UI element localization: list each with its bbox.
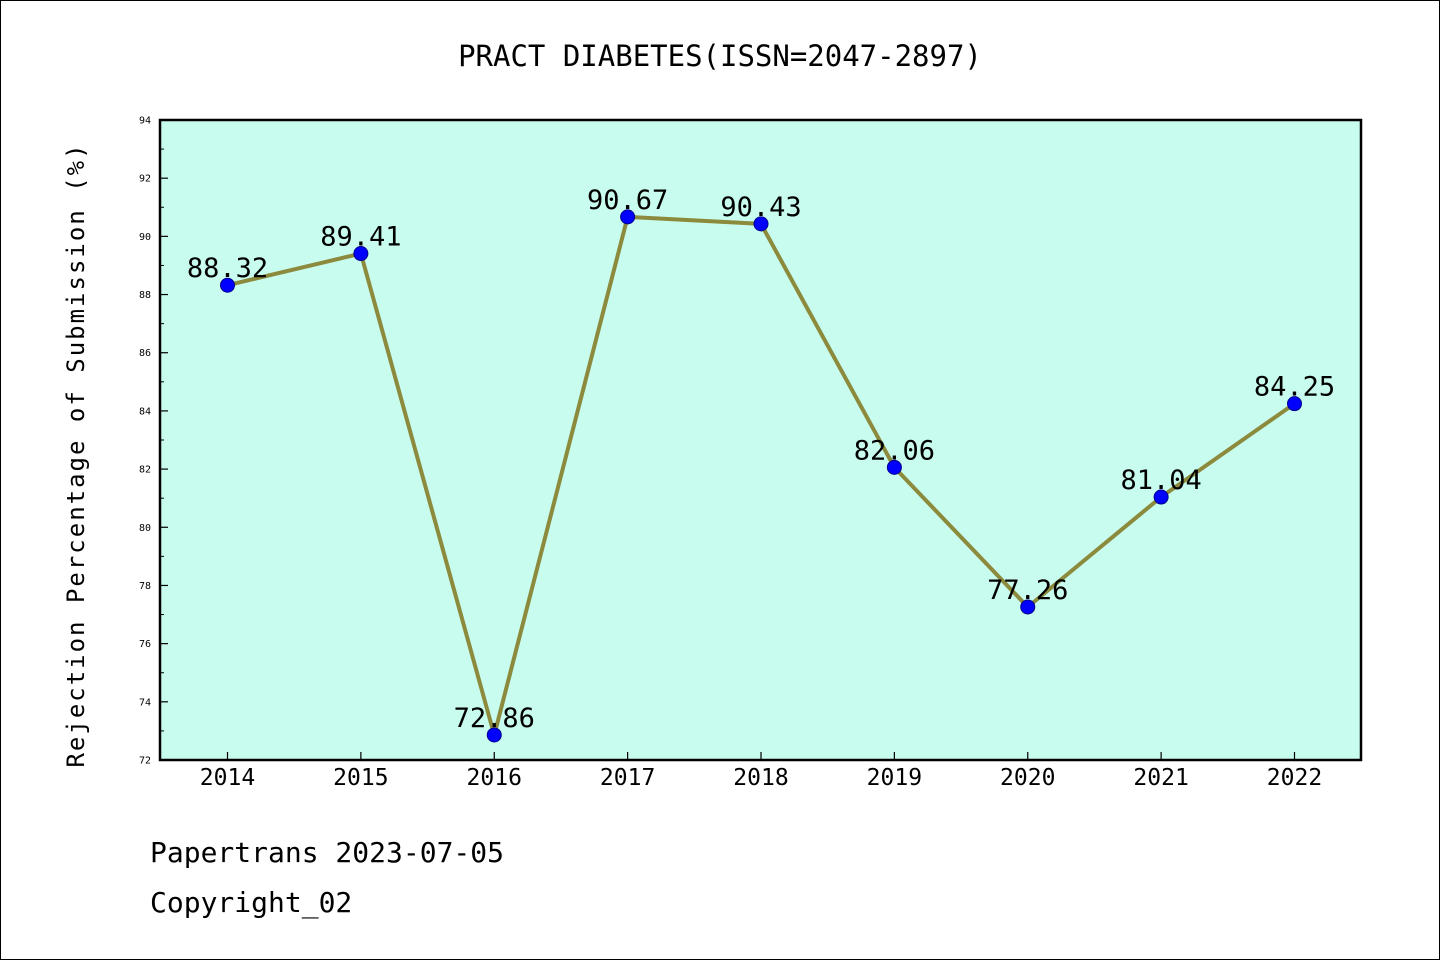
y-tick-label: 78 [139, 581, 151, 592]
chart-title: PRACT DIABETES(ISSN=2047-2897) [458, 39, 982, 73]
footer-date: Papertrans 2023-07-05 [150, 836, 505, 869]
data-point [1020, 599, 1036, 615]
x-tick-label: 2014 [200, 765, 255, 791]
y-tick-label: 88 [139, 290, 151, 301]
y-axis-label: Rejection Percentage of Submission (%) [62, 142, 90, 767]
data-label: 90.43 [720, 192, 801, 223]
y-tick-label: 94 [139, 116, 151, 127]
data-label: 90.67 [587, 185, 668, 216]
x-tick-label: 2018 [733, 765, 788, 791]
x-tick-label: 2019 [867, 765, 922, 791]
y-tick-label: 76 [139, 639, 151, 650]
data-label: 84.25 [1254, 372, 1335, 403]
y-tick-label: 90 [139, 232, 151, 243]
data-label: 81.04 [1120, 465, 1201, 496]
x-axis: 2014 2015 2016 2017 2018 2019 2020 2021 2022 [200, 752, 1322, 791]
series-rejection: 88.32 89.41 72.86 90.67 90.43 82.06 77.26 81.04… [187, 185, 1335, 743]
x-tick-label: 2021 [1133, 765, 1188, 791]
x-tick-label: 2020 [1000, 765, 1055, 791]
y-tick-label: 86 [139, 348, 151, 359]
y-tick-label: 74 [139, 697, 151, 708]
data-label: 72.86 [454, 703, 535, 734]
y-tick-label: 80 [139, 523, 151, 534]
x-tick-label: 2016 [467, 765, 522, 791]
data-label: 89.41 [320, 222, 401, 253]
y-axis: 72 74 76 78 80 82 84 86 88 90 92 94 [139, 116, 168, 767]
footer-copyright: Copyright_02 [150, 886, 353, 919]
data-label: 88.32 [187, 253, 268, 284]
data-point [753, 216, 769, 232]
y-tick-label: 84 [139, 406, 151, 417]
data-label: 77.26 [987, 575, 1068, 606]
data-point [620, 209, 636, 225]
x-tick-label: 2022 [1267, 765, 1322, 791]
data-point [1153, 489, 1169, 505]
data-point [1287, 396, 1302, 412]
y-tick-label: 72 [139, 756, 151, 767]
data-label: 82.06 [854, 435, 935, 466]
data-point [486, 727, 502, 743]
y-tick-label: 92 [139, 174, 151, 185]
data-point [886, 459, 902, 475]
x-tick-label: 2017 [600, 765, 655, 791]
data-point [220, 277, 235, 293]
x-tick-label: 2015 [333, 765, 388, 791]
data-point [353, 246, 369, 262]
y-tick-label: 82 [139, 465, 151, 476]
